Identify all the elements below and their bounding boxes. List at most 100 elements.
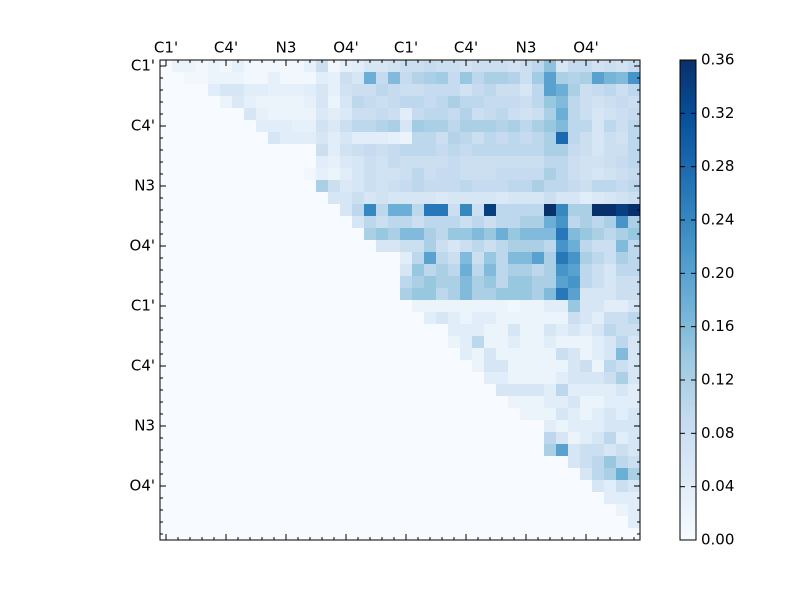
heatmap-cell (232, 372, 245, 385)
heatmap-cell (400, 480, 413, 493)
heatmap-cell (256, 336, 269, 349)
heatmap-cell (424, 72, 437, 85)
heatmap-cell (232, 456, 245, 469)
heatmap-cell (328, 480, 341, 493)
heatmap-cell (232, 516, 245, 529)
heatmap-cell (484, 60, 497, 73)
heatmap-cell (388, 144, 401, 157)
heatmap-cell (568, 132, 581, 145)
heatmap-cell (304, 276, 317, 289)
heatmap-cell (268, 312, 281, 325)
heatmap-cell (496, 396, 509, 409)
heatmap-cell (628, 216, 641, 229)
heatmap-cell (592, 96, 605, 109)
heatmap-cell (520, 504, 533, 517)
heatmap-cell (496, 348, 509, 361)
heatmap-cell (556, 60, 569, 73)
heatmap-cell (628, 456, 641, 469)
heatmap-cell (232, 300, 245, 313)
heatmap-cell (628, 132, 641, 145)
heatmap-cell (436, 108, 449, 121)
heatmap-cell (184, 432, 197, 445)
heatmap-cell (568, 468, 581, 481)
heatmap-cell (460, 252, 473, 265)
heatmap-cell (172, 396, 185, 409)
heatmap-cell (400, 456, 413, 469)
heatmap-cell (496, 312, 509, 325)
heatmap-cell (388, 72, 401, 85)
heatmap-cell (256, 144, 269, 157)
heatmap-cell (280, 96, 293, 109)
heatmap-cell (292, 60, 305, 73)
heatmap-cell (352, 456, 365, 469)
heatmap-cell (592, 60, 605, 73)
heatmap-cell (208, 492, 221, 505)
heatmap-cell (340, 156, 353, 169)
heatmap-cell (484, 144, 497, 157)
heatmap-cell (400, 96, 413, 109)
heatmap-cell (472, 396, 485, 409)
heatmap-cell (268, 420, 281, 433)
heatmap-cell (340, 288, 353, 301)
heatmap-cell (400, 300, 413, 313)
heatmap-cell (172, 432, 185, 445)
heatmap-cell (496, 468, 509, 481)
heatmap-cell (184, 96, 197, 109)
heatmap-cell (196, 324, 209, 337)
heatmap-cell (172, 144, 185, 157)
heatmap-cell (244, 432, 257, 445)
heatmap-cell (616, 492, 629, 505)
heatmap-cell (364, 396, 377, 409)
heatmap-cell (352, 132, 365, 145)
heatmap-cell (196, 516, 209, 529)
heatmap-cell (532, 60, 545, 73)
heatmap-cell (304, 192, 317, 205)
heatmap-cell (316, 228, 329, 241)
heatmap-cell (256, 108, 269, 121)
heatmap-cell (244, 252, 257, 265)
heatmap-cell (460, 216, 473, 229)
heatmap-cell (172, 192, 185, 205)
heatmap-cell (532, 240, 545, 253)
heatmap-cell (316, 336, 329, 349)
heatmap-cell (232, 528, 245, 541)
heatmap-cell (388, 192, 401, 205)
heatmap-cell (256, 276, 269, 289)
heatmap-cell (628, 432, 641, 445)
heatmap-cell (412, 192, 425, 205)
heatmap-cell (616, 168, 629, 181)
heatmap-cell (184, 252, 197, 265)
heatmap-cell (436, 264, 449, 277)
heatmap-cell (508, 336, 521, 349)
heatmap-cell (544, 96, 557, 109)
heatmap-cell (580, 120, 593, 133)
heatmap-cell (580, 144, 593, 157)
heatmap-cell (496, 420, 509, 433)
heatmap-cell (448, 384, 461, 397)
heatmap-cell (544, 360, 557, 373)
heatmap-cell (328, 168, 341, 181)
heatmap-cell (160, 504, 173, 517)
heatmap-cell (364, 360, 377, 373)
heatmap-cell (556, 168, 569, 181)
heatmap-cell (484, 456, 497, 469)
heatmap-cell (484, 468, 497, 481)
heatmap-cell (604, 516, 617, 529)
heatmap-cell (436, 372, 449, 385)
heatmap-cell (220, 240, 233, 253)
heatmap-cell (388, 156, 401, 169)
heatmap-cell (544, 204, 557, 217)
heatmap-cell (580, 84, 593, 97)
heatmap-cell (400, 276, 413, 289)
heatmap-cell (292, 516, 305, 529)
heatmap-cell (436, 396, 449, 409)
heatmap-cell (580, 132, 593, 145)
heatmap-cell (328, 312, 341, 325)
heatmap-cell (592, 444, 605, 457)
heatmap-cell (184, 72, 197, 85)
heatmap-cell (616, 300, 629, 313)
heatmap-cell (592, 156, 605, 169)
heatmap-cell (544, 504, 557, 517)
heatmap-cell (604, 336, 617, 349)
